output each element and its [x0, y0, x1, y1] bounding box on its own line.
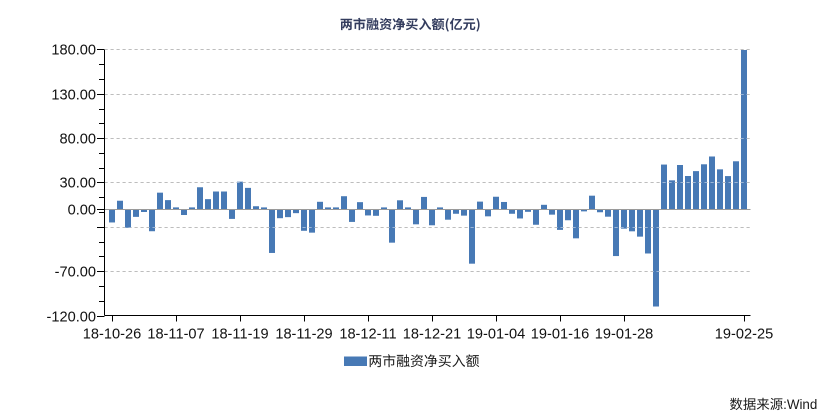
- svg-text:18-12-21: 18-12-21: [403, 327, 461, 343]
- svg-text:30.00: 30.00: [59, 175, 96, 191]
- svg-text:-120.00: -120.00: [47, 309, 97, 325]
- svg-text:80.00: 80.00: [59, 131, 96, 147]
- svg-text:130.00: 130.00: [51, 87, 96, 103]
- svg-text:19-02-25: 19-02-25: [715, 327, 773, 343]
- svg-text:18-12-11: 18-12-11: [339, 327, 396, 343]
- svg-text:19-01-16: 19-01-16: [531, 327, 589, 343]
- svg-text:18-11-29: 18-11-29: [275, 327, 332, 343]
- svg-text:180.00: 180.00: [51, 42, 96, 58]
- svg-text:19-01-28: 19-01-28: [595, 327, 653, 343]
- svg-text:-70.00: -70.00: [55, 264, 96, 280]
- svg-text::Wind: :Wind: [783, 397, 817, 412]
- svg-text:18-11-07: 18-11-07: [147, 327, 204, 343]
- svg-text:0.00: 0.00: [68, 202, 96, 218]
- svg-text:18-10-26: 18-10-26: [83, 327, 141, 343]
- svg-text:18-11-19: 18-11-19: [211, 327, 268, 343]
- svg-text:19-01-04: 19-01-04: [467, 327, 525, 343]
